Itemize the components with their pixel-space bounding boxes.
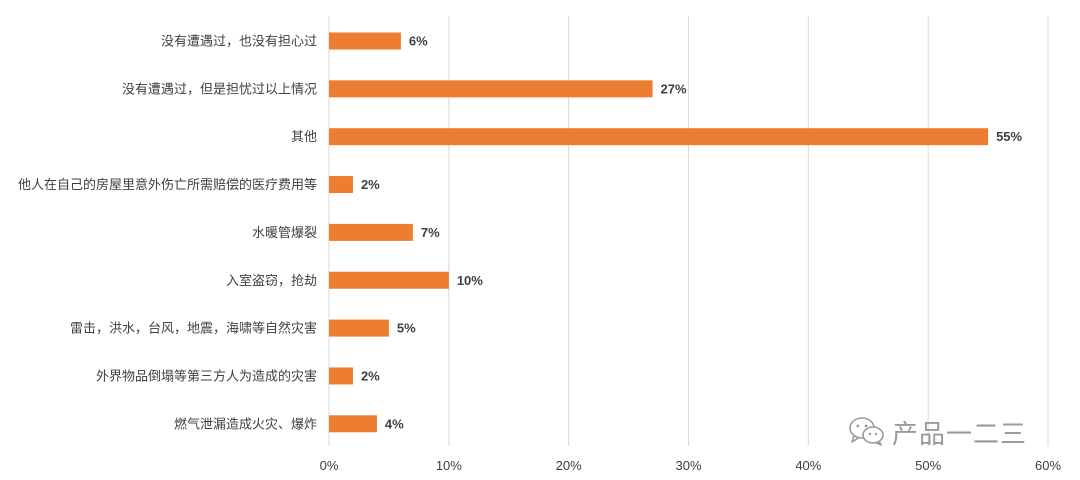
category-label: 他人在自己的房屋里意外伤亡所需赔偿的医疗费用等 bbox=[18, 177, 317, 193]
bar bbox=[329, 319, 389, 337]
data-label: 5% bbox=[397, 321, 416, 336]
category-label: 外界物品倒塌等第三方人为造成的灾害 bbox=[96, 368, 317, 384]
watermark-text: 产品一二三 bbox=[892, 420, 1028, 450]
category-labels: 没有遭遇过，也没有担心过没有遭遇过，但是担忧过以上情况其他他人在自己的房屋里意外… bbox=[18, 35, 317, 433]
bar bbox=[329, 176, 353, 194]
bars bbox=[329, 32, 989, 433]
data-label: 10% bbox=[457, 273, 483, 288]
category-label: 水暖管爆裂 bbox=[252, 226, 317, 241]
x-tick-label: 20% bbox=[556, 458, 582, 473]
bar bbox=[329, 80, 653, 98]
watermark: 产品一二三 bbox=[848, 414, 1027, 451]
x-tick-label: 30% bbox=[675, 458, 701, 473]
x-tick-label: 60% bbox=[1035, 458, 1061, 473]
bar bbox=[329, 128, 989, 146]
bar bbox=[329, 367, 353, 385]
category-label: 燃气泄漏造成火灾、爆炸 bbox=[174, 416, 317, 432]
x-tick-label: 0% bbox=[320, 458, 339, 473]
data-label: 2% bbox=[361, 368, 380, 383]
data-label: 55% bbox=[996, 129, 1022, 144]
x-tick-label: 10% bbox=[436, 458, 462, 473]
wechat-icon bbox=[848, 415, 886, 451]
bar bbox=[329, 415, 377, 433]
category-label: 没有遭遇过，也没有担心过 bbox=[161, 35, 317, 50]
category-label: 其他 bbox=[291, 130, 317, 145]
data-label: 7% bbox=[421, 225, 440, 240]
category-label: 没有遭遇过，但是担忧过以上情况 bbox=[122, 82, 317, 97]
data-label: 4% bbox=[385, 416, 404, 431]
category-label: 入室盗窃，抢劫 bbox=[226, 273, 317, 289]
bar bbox=[329, 32, 401, 50]
x-axis-ticks: 0% 10% 20% 30% 40% 50% 60% bbox=[320, 458, 1062, 473]
data-label: 6% bbox=[409, 34, 428, 49]
bar bbox=[329, 271, 449, 289]
x-tick-label: 50% bbox=[915, 458, 941, 473]
data-label: 2% bbox=[361, 177, 380, 192]
bar bbox=[329, 223, 413, 241]
category-label: 雷击，洪水，台风，地震，海啸等自然灾害 bbox=[70, 321, 317, 337]
data-label: 27% bbox=[661, 81, 687, 96]
data-labels: 6% 27% 55% 2% 7% 10% 5% 2% 4% bbox=[361, 34, 1023, 432]
x-tick-label: 40% bbox=[795, 458, 821, 473]
